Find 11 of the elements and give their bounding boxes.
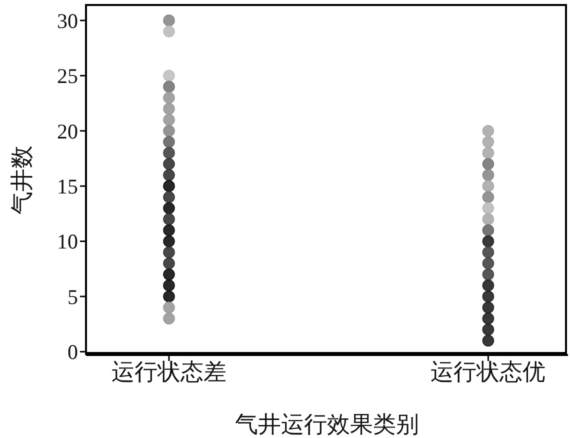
y-tick-label: 20 [57, 119, 78, 144]
y-tick-label: 30 [57, 8, 78, 33]
y-axis-title: 气井数 [10, 146, 34, 214]
y-tick-label: 25 [57, 64, 78, 88]
y-tick-label: 5 [68, 284, 78, 309]
y-tick-label: 10 [57, 230, 78, 254]
x-tick-label: 运行状态优 [430, 359, 546, 384]
y-tick-label: 0 [68, 340, 78, 364]
y-tick-label: 15 [57, 174, 78, 199]
x-axis-title: 气井运行效果类别 [235, 412, 419, 437]
x-tick-label: 运行状态差 [111, 359, 226, 384]
